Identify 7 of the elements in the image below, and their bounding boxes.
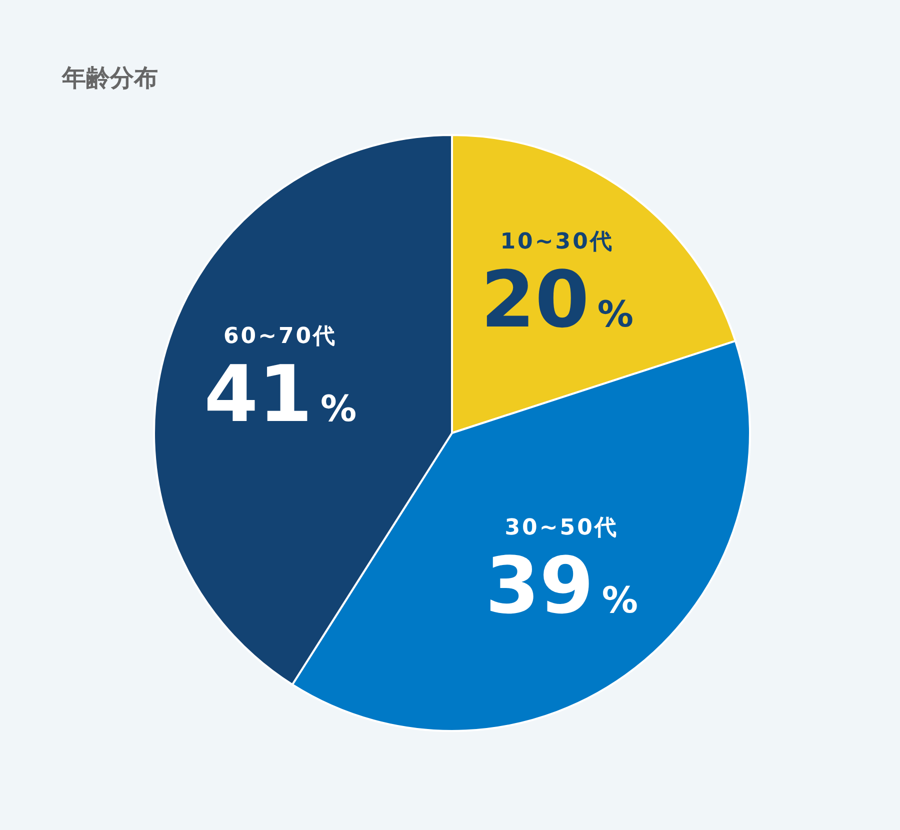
data-label: 20%	[480, 255, 634, 346]
chart-title: 年齢分布	[61, 64, 158, 92]
slice-label: 30~50代	[504, 515, 618, 540]
slice-label: 60~70代	[223, 324, 338, 350]
data-label: 39%	[485, 541, 638, 632]
data-label: 41%	[204, 350, 357, 440]
slice-label: 10~30代	[500, 229, 614, 254]
